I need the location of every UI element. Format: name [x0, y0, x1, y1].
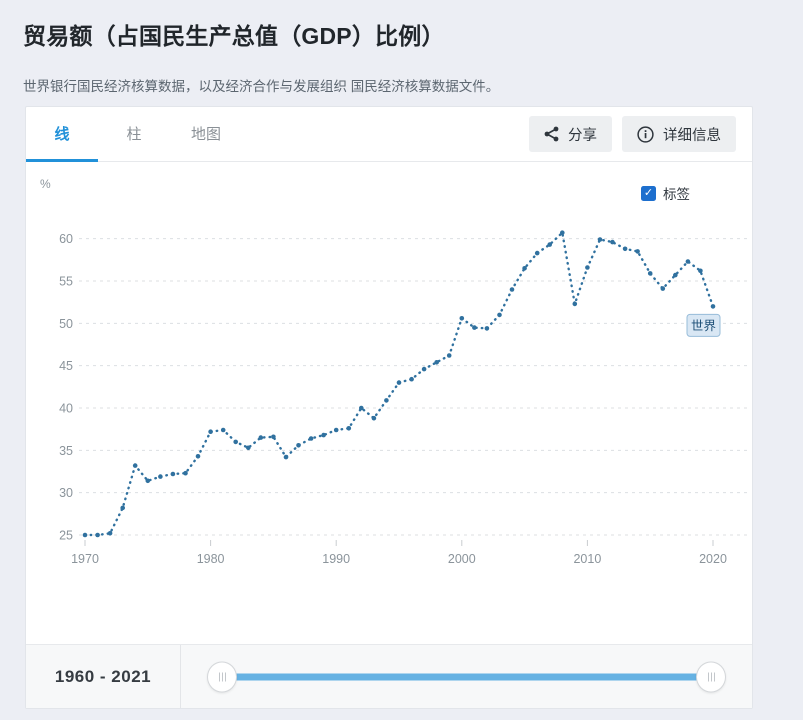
tab-line[interactable]: 线	[26, 107, 98, 162]
world-series-line	[82, 230, 716, 538]
svg-text:1990: 1990	[322, 552, 350, 566]
labels-checkbox[interactable]: ✓ 标签	[641, 183, 690, 203]
slider-handle-right[interactable]	[696, 661, 726, 692]
svg-text:45: 45	[59, 359, 73, 373]
page-title: 贸易额（占国民生产总值（GDP）比例）	[23, 23, 445, 49]
tab-map[interactable]: 地图	[170, 107, 242, 161]
x-axis: 1970 1980 1990 2000 2010 2020	[71, 540, 727, 566]
chart-type-tabs: 线 柱 地图	[26, 107, 242, 162]
tab-bar[interactable]: 柱	[98, 107, 170, 161]
svg-text:40: 40	[59, 401, 73, 415]
svg-text:1970: 1970	[71, 552, 99, 566]
chart-area: ✓ 标签 25 30 35 40 45 50 55 60% 1970 1980 1990 2000 20…	[26, 162, 752, 644]
year-range-slider[interactable]	[207, 645, 726, 708]
share-button[interactable]: 分享	[529, 116, 612, 152]
y-axis: 25 30 35 40 45 50 55 60%	[40, 177, 747, 543]
checkbox-checked-icon[interactable]: ✓	[641, 185, 656, 201]
svg-text:55: 55	[59, 274, 73, 288]
svg-text:35: 35	[59, 444, 73, 458]
tab-map-label: 地图	[190, 126, 221, 143]
svg-text:2020: 2020	[699, 552, 727, 566]
slider-handle-left[interactable]	[207, 661, 237, 692]
trade-line-chart: 25 30 35 40 45 50 55 60% 1970 1980 1990 2000 2010 202…	[40, 177, 747, 566]
labels-checkbox-label: 标签	[663, 187, 690, 202]
svg-text:2010: 2010	[573, 552, 601, 566]
svg-text:2000: 2000	[448, 552, 476, 566]
share-button-label: 分享	[568, 127, 597, 144]
svg-text:60: 60	[59, 232, 73, 246]
page-subtitle: 世界银行国民经济核算数据，以及经济合作与发展组织 国民经济核算数据文件。	[23, 79, 500, 94]
tab-bar-label: 柱	[126, 126, 142, 143]
page-header: 贸易额（占国民生产总值（GDP）比例） 世界银行国民经济核算数据，以及经济合作与…	[0, 0, 803, 95]
svg-text:30: 30	[59, 486, 73, 500]
chart-tabbar: 线 柱 地图 分享	[26, 107, 752, 162]
chart-panel: 线 柱 地图 分享	[25, 106, 753, 709]
svg-text:世界: 世界	[691, 319, 717, 333]
svg-text:25: 25	[59, 529, 73, 543]
chart-actions: 分享 详细信息	[529, 116, 752, 152]
details-button[interactable]: 详细信息	[622, 116, 736, 152]
tab-line-label: 线	[54, 126, 70, 143]
info-icon	[637, 125, 654, 143]
details-button-label: 详细信息	[663, 127, 721, 144]
slider-track[interactable]	[222, 673, 711, 680]
svg-text:50: 50	[59, 317, 73, 331]
y-axis-unit-label: %	[40, 177, 51, 191]
time-range-footer: 1960 - 2021	[26, 644, 752, 708]
svg-text:1980: 1980	[197, 552, 225, 566]
date-range-label: 1960 - 2021	[26, 645, 181, 708]
world-series-label[interactable]: 世界	[686, 313, 721, 337]
share-icon	[544, 126, 559, 142]
